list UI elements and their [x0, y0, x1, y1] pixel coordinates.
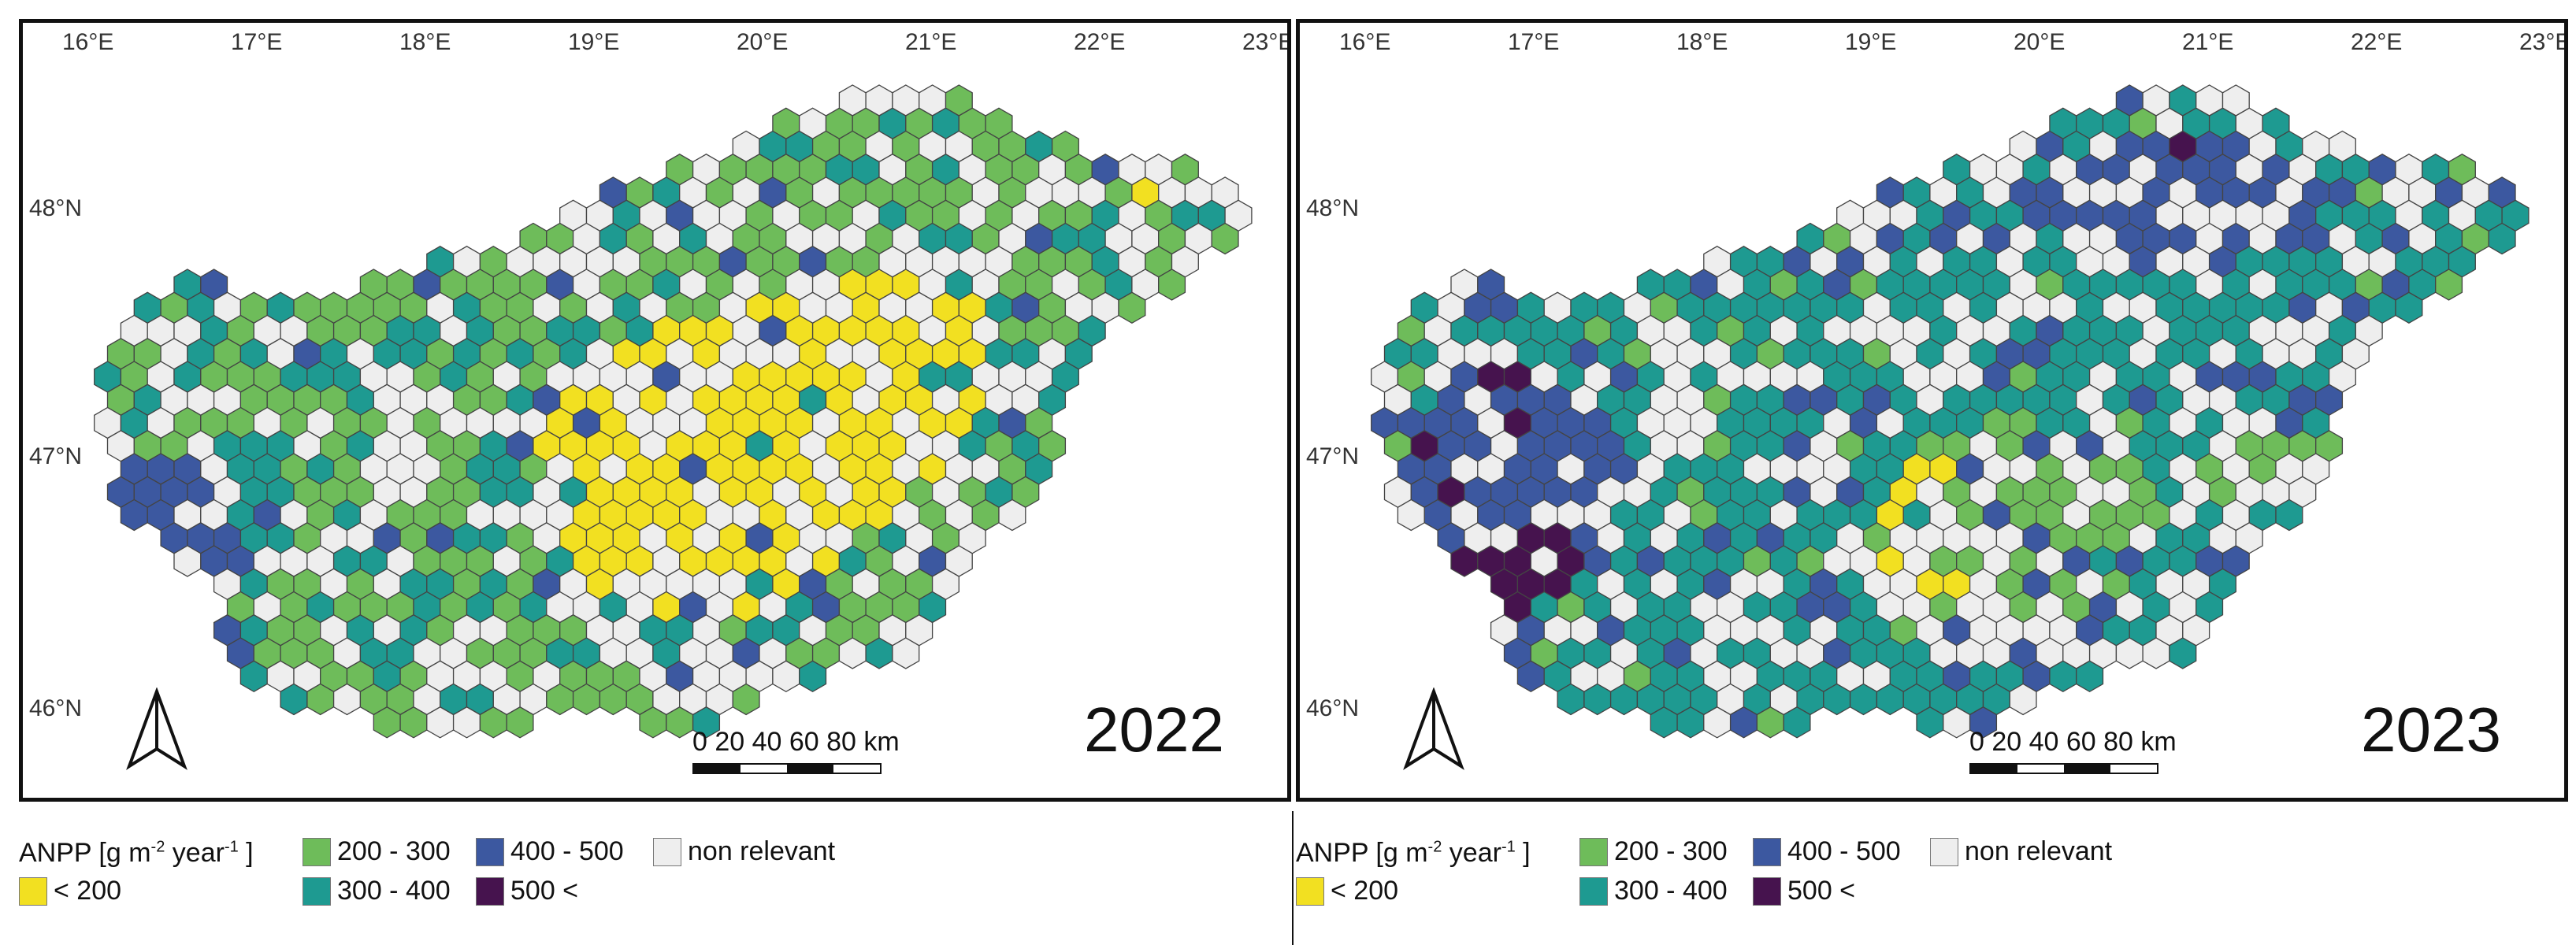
hex-cell — [2395, 291, 2423, 324]
hex-grid-map-2022: 16°E 17°E 18°E 19°E 20°E 21°E 22°E 23°E 48°N 47°N… — [29, 29, 1287, 739]
longitude-label: 16°E — [62, 29, 113, 55]
swatch-300-400 — [1579, 876, 1608, 906]
hex-cell — [1158, 269, 1186, 301]
hex-cell — [1118, 291, 1146, 324]
legend-title: ANPP [g m-2 year-1 ] — [19, 838, 254, 868]
legend-item-300-400: 300 - 400 — [1579, 876, 1728, 906]
swatch-200-300 — [303, 837, 331, 866]
legend-item-500-plus: 500 < — [476, 876, 578, 906]
latitude-label: 46°N — [1306, 695, 1359, 721]
swatch-400-500 — [476, 837, 504, 866]
scale-bar: 0 20 40 60 80 km — [1969, 727, 2177, 774]
longitude-label: 18°E — [1676, 29, 1728, 55]
swatch-200-300 — [1579, 837, 1608, 866]
legend-item-200-300: 200 - 300 — [303, 836, 451, 867]
scale-bar: 0 20 40 60 80 km — [692, 727, 900, 774]
swatch-300-400 — [303, 876, 331, 906]
scale-bar-label: 0 20 40 60 80 km — [1969, 727, 2177, 757]
legend-divider — [1292, 811, 1294, 945]
hex-cell — [2076, 660, 2104, 693]
hex-cell — [998, 498, 1026, 532]
longitude-label: 23°E — [1242, 29, 1287, 55]
swatch-lt200 — [19, 876, 47, 906]
legend-title: ANPP [g m-2 year-1 ] — [1296, 838, 1531, 868]
hex-cell — [892, 637, 920, 669]
longitude-label: 22°E — [1074, 29, 1125, 55]
map-panel-2023: 16°E 17°E 18°E 19°E 20°E 21°E 22°E 23°E 48°N 47°N… — [1296, 19, 2568, 802]
legend-item-500-plus: 500 < — [1753, 876, 1855, 906]
latitude-label: 46°N — [29, 695, 82, 721]
latitude-label: 48°N — [1306, 195, 1359, 221]
hex-grid-map-2023: 16°E 17°E 18°E 19°E 20°E 21°E 22°E 23°E 48°N 47°N… — [1306, 29, 2564, 739]
hex-cell — [1211, 222, 1239, 255]
hex-cell — [506, 706, 534, 739]
swatch-400-500 — [1753, 837, 1781, 866]
legend-item-300-400: 300 - 400 — [303, 876, 451, 906]
longitude-label: 20°E — [2014, 29, 2065, 55]
latitude-label: 47°N — [1306, 443, 1359, 469]
hex-cell — [2169, 637, 2197, 669]
legend-item-non-relevant: non relevant — [653, 836, 835, 867]
hex-cell — [2009, 683, 2037, 716]
hex-cell — [2435, 269, 2463, 301]
longitude-label: 23°E — [2519, 29, 2564, 55]
legend-item-non-relevant: non relevant — [1930, 836, 2112, 867]
legend-item-lt200: < 200 — [1296, 876, 1398, 906]
hex-cell — [692, 706, 721, 739]
longitude-label: 17°E — [1508, 29, 1559, 55]
legend-2023: ANPP [g m-2 year-1 ] 200 - 300 400 - 500… — [1296, 836, 2556, 923]
legend-item-400-500: 400 - 500 — [1753, 836, 1901, 867]
year-label-2023: 2023 — [2361, 695, 2501, 765]
latitude-label: 48°N — [29, 195, 82, 221]
legend-item-lt200: < 200 — [19, 876, 121, 906]
longitude-label: 21°E — [2182, 29, 2233, 55]
hex-cell — [799, 660, 827, 693]
swatch-500-plus — [476, 876, 504, 906]
hex-cell — [1969, 706, 1998, 739]
swatch-500-plus — [1753, 876, 1781, 906]
longitude-label: 19°E — [568, 29, 619, 55]
scale-bar-label: 0 20 40 60 80 km — [692, 727, 900, 757]
longitude-label: 16°E — [1339, 29, 1390, 55]
longitude-label: 21°E — [905, 29, 956, 55]
hex-cell — [1783, 706, 1811, 739]
swatch-lt200 — [1296, 876, 1324, 906]
latitude-label: 47°N — [29, 443, 82, 469]
hex-cell — [732, 683, 760, 716]
longitude-label: 17°E — [231, 29, 282, 55]
legend-item-200-300: 200 - 300 — [1579, 836, 1728, 867]
year-label-2022: 2022 — [1084, 695, 1224, 765]
legend-2022: ANPP [g m-2 year-1 ] 200 - 300 400 - 500… — [19, 836, 1279, 923]
longitude-label: 18°E — [399, 29, 451, 55]
longitude-label: 22°E — [2351, 29, 2402, 55]
map-panel-2022: 16°E 17°E 18°E 19°E 20°E 21°E 22°E 23°E 48°N 47°N… — [19, 19, 1291, 802]
north-arrow-icon — [121, 687, 192, 774]
swatch-non-relevant — [1930, 837, 1958, 866]
swatch-non-relevant — [653, 837, 681, 866]
north-arrow-icon — [1398, 687, 1469, 774]
longitude-label: 19°E — [1845, 29, 1896, 55]
hex-cell — [2275, 498, 2303, 532]
legend-item-400-500: 400 - 500 — [476, 836, 624, 867]
hex-cell — [2488, 222, 2516, 255]
longitude-label: 20°E — [737, 29, 788, 55]
